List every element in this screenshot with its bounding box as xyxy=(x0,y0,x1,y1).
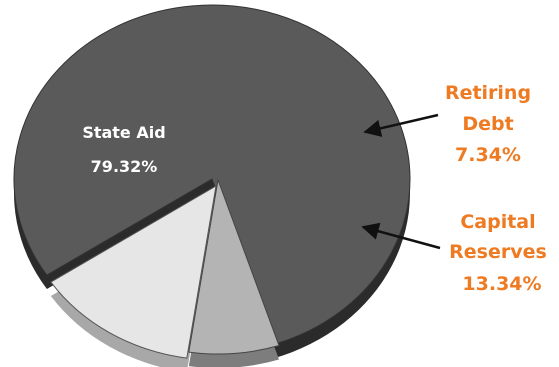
label-retiring-debt-line2: Debt xyxy=(462,113,513,135)
slice-retiring-debt xyxy=(188,178,280,355)
value-state-aid: 79.32% xyxy=(91,157,158,176)
label-state-aid: State Aid xyxy=(82,123,165,142)
arrow-capital-reserves xyxy=(361,222,441,250)
label-capital-reserves-line2: Reserves xyxy=(449,241,547,263)
arrow-retiring-debt xyxy=(363,113,439,137)
label-capital-reserves-line1: Capital xyxy=(460,211,535,233)
slice-state-aid xyxy=(13,4,411,346)
slice-capital-reserves xyxy=(50,185,217,359)
value-retiring-debt: 7.34% xyxy=(455,144,521,166)
label-retiring-debt-line1: Retiring xyxy=(445,82,531,104)
value-capital-reserves: 13.34% xyxy=(462,273,541,295)
